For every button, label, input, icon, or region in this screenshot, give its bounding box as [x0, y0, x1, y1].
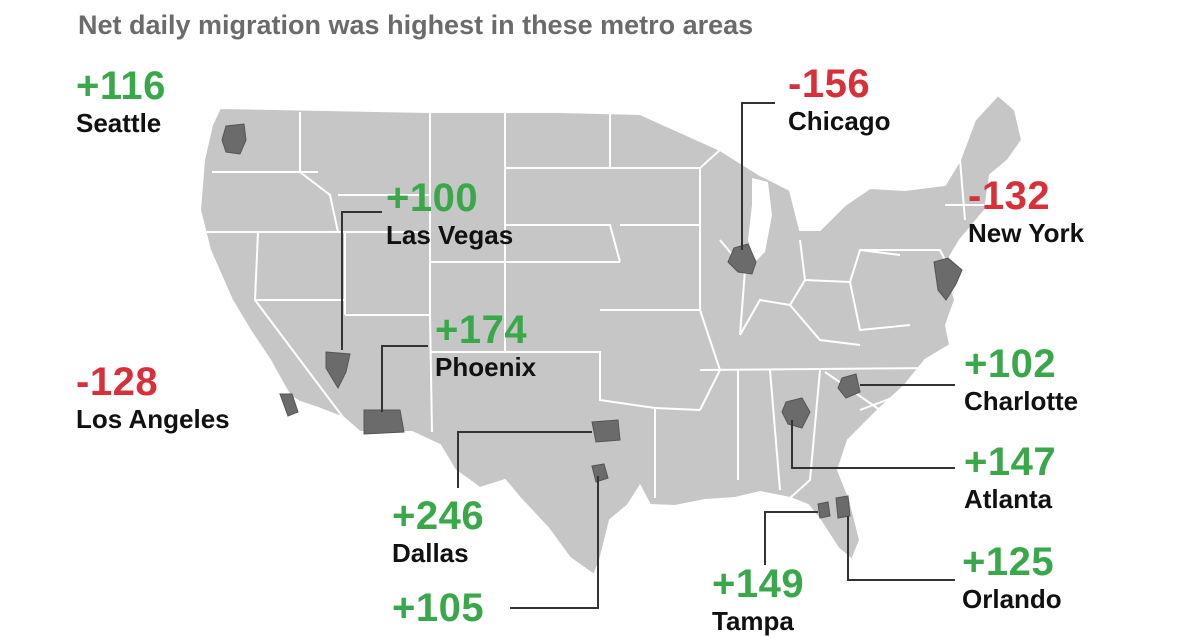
metro-value: -128 [76, 360, 159, 404]
metro-city: New York [968, 218, 1085, 248]
metro-value: +105 [392, 586, 485, 630]
atlanta-leader [791, 420, 955, 469]
chicago-metro [727, 243, 757, 275]
orlando-leader [847, 516, 955, 581]
metro-label-seattle: +116 Seattle [76, 64, 166, 138]
metro-city: Seattle [76, 108, 162, 138]
metro-label-tampa: +149 Tampa [712, 562, 804, 636]
las-vegas-leader [341, 211, 382, 350]
metro-value: +102 [964, 342, 1057, 386]
metro-city: Charlotte [964, 386, 1079, 416]
los-angeles-metro [279, 393, 299, 417]
metro-value: -156 [788, 62, 871, 106]
metro-label-dallas: +246 Dallas [392, 494, 484, 568]
metro-value: +125 [962, 540, 1055, 584]
orlando-metro [835, 495, 851, 519]
metro-label-phoenix: +174 Phoenix [435, 308, 536, 382]
houston-leader [510, 476, 599, 609]
metro-city: Orlando [962, 584, 1062, 614]
tampa-leader [764, 511, 818, 565]
phoenix-leader [381, 345, 428, 412]
metro-value: +116 [76, 64, 166, 108]
metro-city: Atlanta [964, 484, 1053, 514]
charlotte-metro [837, 373, 861, 399]
metro-city: Dallas [392, 538, 469, 568]
metro-label-los-angeles: -128 Los Angeles [76, 360, 230, 434]
tampa-metro [817, 501, 831, 519]
atlanta-metro [781, 397, 811, 429]
metro-label-new-york: -132 New York [968, 174, 1084, 248]
metro-label-charlotte: +102 Charlotte [964, 342, 1078, 416]
metro-city: Phoenix [435, 352, 537, 382]
metro-city: Las Vegas [386, 220, 514, 250]
metro-city: Tampa [712, 606, 794, 636]
dallas-metro [591, 419, 621, 443]
leader-lines [341, 102, 955, 609]
metro-label-houston: +105 [392, 586, 484, 630]
metro-label-las-vegas: +100 Las Vegas [386, 176, 513, 250]
metro-value: +174 [435, 308, 528, 352]
metro-value: -132 [968, 174, 1051, 218]
state-borders [205, 112, 995, 499]
new-york-metro [933, 257, 963, 301]
dallas-leader [457, 431, 592, 488]
houston-metro [591, 463, 609, 483]
seattle-metro [221, 123, 247, 155]
lake-michigan [748, 178, 772, 262]
las-vegas-metro [325, 351, 351, 390]
metro-label-orlando: +125 Orlando [962, 540, 1062, 614]
map-subtitle: Net daily migration was highest in these… [78, 10, 754, 40]
metro-value: +246 [392, 494, 485, 538]
phoenix-metro [363, 409, 405, 435]
us-landmass [198, 93, 1024, 577]
metro-value: +147 [964, 440, 1057, 484]
metro-value: +149 [712, 562, 805, 606]
metro-label-atlanta: +147 Atlanta [964, 440, 1056, 514]
metro-label-chicago: -156 Chicago [788, 62, 891, 136]
metro-value: +100 [386, 176, 479, 220]
metro-city: Chicago [788, 106, 891, 136]
metro-areas [221, 123, 963, 519]
chicago-leader [741, 102, 775, 250]
metro-city: Los Angeles [76, 404, 230, 434]
